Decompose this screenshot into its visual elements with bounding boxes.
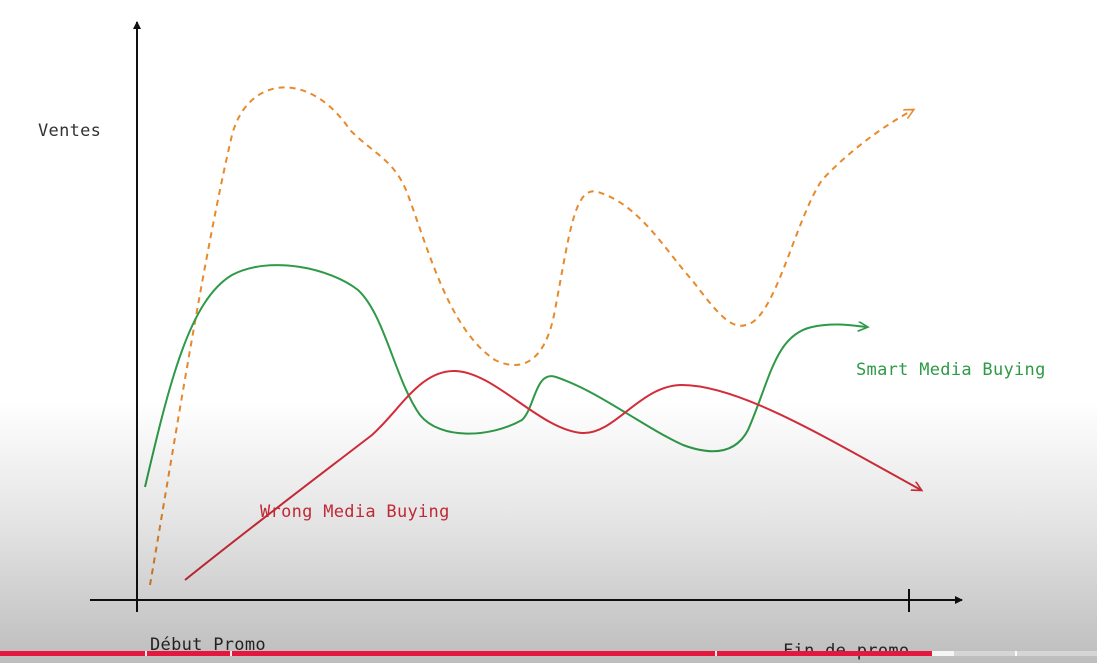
chapter-marker[interactable] <box>145 651 147 656</box>
video-progress-fill <box>0 651 933 656</box>
chapter-marker[interactable] <box>230 651 232 656</box>
wrong-media-buying-curve <box>184 369 921 581</box>
smart-media-buying-label: Smart Media Buying <box>856 360 1046 380</box>
chapter-marker[interactable] <box>1015 651 1017 656</box>
video-progress-bar[interactable] <box>0 651 1097 656</box>
x-axis-start-label: Début Promo <box>150 635 266 655</box>
y-axis-label: Ventes <box>38 121 102 141</box>
smart-media-buying-curve <box>144 264 867 488</box>
orange-dashed-curve <box>149 86 913 586</box>
video-buffer-bar <box>932 651 955 656</box>
chapter-marker[interactable] <box>715 651 717 656</box>
wrong-media-buying-label: Wrong Media Buying <box>260 502 450 522</box>
